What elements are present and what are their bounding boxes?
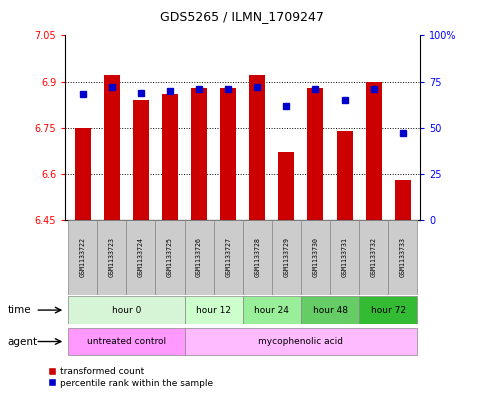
Text: GSM1133733: GSM1133733 [400,237,406,277]
Text: GSM1133722: GSM1133722 [80,237,85,277]
Bar [97,220,127,295]
Bar [301,296,359,324]
Bar [185,220,213,295]
Bar [388,220,417,295]
Text: GSM1133731: GSM1133731 [341,237,348,277]
Bar [243,296,301,324]
Bar [330,220,359,295]
Bar [68,328,185,355]
Text: GSM1133726: GSM1133726 [196,237,202,277]
Text: hour 24: hour 24 [255,306,289,314]
Legend: transformed count, percentile rank within the sample: transformed count, percentile rank withi… [48,367,213,388]
Bar [104,75,120,220]
Bar [185,328,417,355]
Text: mycophenolic acid: mycophenolic acid [258,337,343,346]
Text: GSM1133727: GSM1133727 [225,237,231,277]
Bar [185,296,243,324]
Bar [162,94,178,220]
Bar [395,180,411,220]
Text: time: time [7,305,31,315]
Text: agent: agent [7,336,37,347]
Text: hour 72: hour 72 [370,306,406,314]
Bar [308,88,324,220]
Bar [68,296,185,324]
Text: hour 0: hour 0 [112,306,141,314]
Bar [337,131,353,220]
Bar [359,220,388,295]
Bar [156,220,185,295]
Text: hour 12: hour 12 [196,306,231,314]
Text: GSM1133728: GSM1133728 [254,237,260,277]
Bar [359,296,417,324]
Bar [68,220,97,295]
Text: untreated control: untreated control [87,337,166,346]
Bar [243,220,272,295]
Bar [278,152,294,220]
Text: GSM1133732: GSM1133732 [370,237,377,277]
Bar [366,81,382,220]
Bar [272,220,301,295]
Bar [220,88,236,220]
Text: GSM1133723: GSM1133723 [109,237,115,277]
Bar [133,100,149,220]
Text: GSM1133725: GSM1133725 [167,237,173,277]
Bar [301,220,330,295]
Bar [127,220,156,295]
Bar [191,88,207,220]
Bar [75,128,91,220]
Text: GSM1133724: GSM1133724 [138,237,144,277]
Text: GDS5265 / ILMN_1709247: GDS5265 / ILMN_1709247 [159,10,324,23]
Text: GSM1133729: GSM1133729 [284,237,289,277]
Text: hour 48: hour 48 [313,306,347,314]
Text: GSM1133730: GSM1133730 [313,237,318,277]
Bar [249,75,265,220]
Bar [213,220,243,295]
